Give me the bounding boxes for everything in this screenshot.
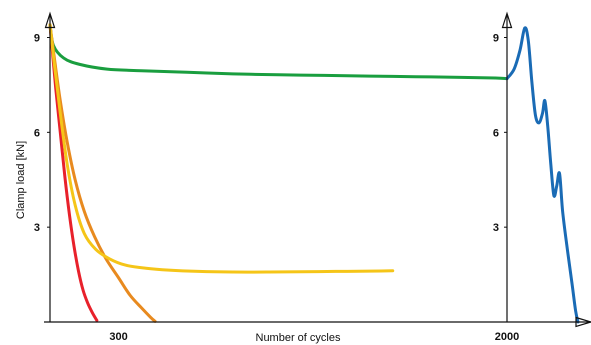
x-axis-title: Number of cycles <box>256 332 341 344</box>
x-tick-label-1: 2000 <box>495 331 519 343</box>
series-line-1 <box>505 26 580 324</box>
right-y-tick-label-0: 3 <box>493 222 499 234</box>
left-y-arrow <box>44 11 56 29</box>
series-line-3 <box>48 23 157 323</box>
left-y-tick-label-2: 9 <box>34 33 40 45</box>
right-y-tick-label-2: 9 <box>493 33 499 45</box>
left-y-tick-label-0: 3 <box>34 222 40 234</box>
series-layer <box>48 23 580 324</box>
series-line-0 <box>48 23 509 81</box>
labels-layer: Number of cycles Clamp load [kN] 3 6 9 3 6 9 3… <box>15 33 519 345</box>
x-arrow <box>575 316 591 328</box>
x-tick-label-0: 300 <box>109 331 127 343</box>
series-line-4 <box>48 23 395 274</box>
right-y-tick-label-1: 6 <box>493 127 499 139</box>
right-y-arrow <box>501 11 513 29</box>
left-y-tick-label-1: 6 <box>34 127 40 139</box>
axes-layer <box>44 11 591 328</box>
y-axis-title: Clamp load [kN] <box>15 141 27 219</box>
